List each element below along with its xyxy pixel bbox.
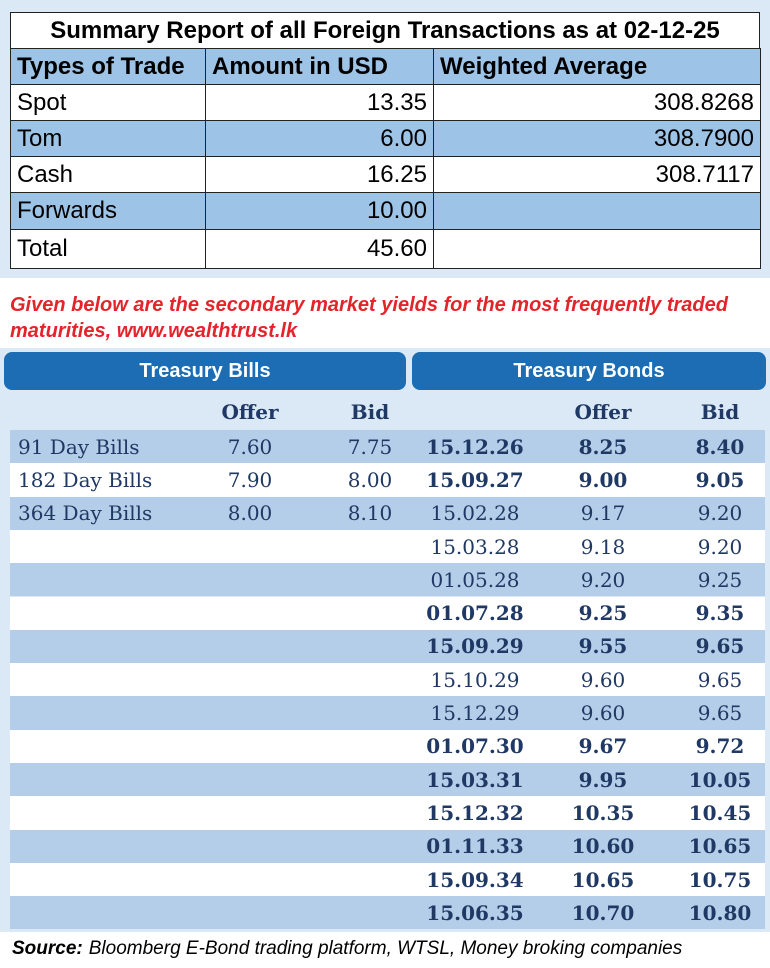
bond-maturity: 15.03.31 — [426, 767, 524, 792]
summary-cell: 6.00 — [205, 120, 434, 157]
bond-maturity: 15.09.27 — [426, 467, 524, 492]
bond-offer: 10.65 — [571, 867, 635, 892]
bond-offer: 10.60 — [571, 834, 635, 859]
row-band — [10, 729, 765, 763]
summary-cell: 13.35 — [205, 84, 434, 121]
bond-bid: 9.25 — [697, 567, 743, 592]
row-band — [10, 430, 765, 464]
bonds-header: Offer — [574, 399, 632, 424]
bond-bid: 9.35 — [695, 601, 745, 626]
bills-header: Offer — [221, 399, 279, 424]
summary-cell: Spot — [10, 84, 206, 121]
row-band — [10, 496, 765, 530]
row-band — [10, 796, 765, 830]
bills-header: Bid — [350, 399, 390, 424]
bond-bid: 9.20 — [697, 501, 743, 526]
row-band — [10, 763, 765, 797]
bond-bid: 10.05 — [688, 767, 752, 792]
note: Given below are the secondary market yie… — [10, 294, 728, 342]
row-band — [10, 896, 765, 930]
source: Source: Bloomberg E-Bond trading platform… — [12, 934, 682, 964]
summary-header: Amount in USD — [205, 48, 434, 85]
summary-cell: 10.00 — [205, 192, 434, 230]
summary-cell: 308.8268 — [433, 84, 761, 121]
summary-cell: Tom — [10, 120, 206, 157]
bond-maturity: 01.11.33 — [426, 834, 524, 859]
bill-bid: 7.75 — [347, 434, 393, 459]
bond-maturity: 15.12.32 — [426, 800, 524, 825]
bond-bid: 9.20 — [697, 534, 743, 559]
bond-bid: 10.45 — [688, 800, 752, 825]
source-text: Bloomberg E-Bond trading platform, WTSL,… — [88, 938, 683, 959]
source-label: Source: — [12, 938, 83, 959]
bond-offer: 10.70 — [571, 900, 635, 925]
summary-title: Summary Report of all Foreign Transactio… — [10, 12, 760, 49]
summary-header: Weighted Average — [433, 48, 761, 85]
bond-maturity: 01.05.28 — [430, 567, 520, 592]
bond-offer: 9.18 — [580, 534, 626, 559]
summary-cell: Forwards — [10, 192, 206, 230]
bond-offer: 9.60 — [580, 667, 626, 692]
bond-offer: 9.25 — [578, 601, 628, 626]
bonds-header: Bid — [700, 399, 740, 424]
row-band — [10, 529, 765, 564]
bond-maturity: 15.09.34 — [426, 867, 524, 892]
summary-header: Types of Trade — [10, 48, 206, 85]
bill-name: 91 Day Bills — [18, 434, 140, 459]
bond-offer: 9.95 — [578, 767, 628, 792]
bond-bid: 10.65 — [688, 834, 752, 859]
row-band — [10, 696, 765, 730]
bill-name: 364 Day Bills — [18, 501, 153, 526]
bond-offer: 9.55 — [578, 634, 628, 659]
bond-maturity: 15.12.26 — [426, 434, 524, 459]
bond-bid: 10.75 — [688, 867, 752, 892]
row-band — [10, 663, 765, 697]
bill-name: 182 Day Bills — [18, 467, 153, 492]
summary-cell — [433, 229, 761, 269]
summary-cell: 45.60 — [205, 229, 434, 269]
bill-offer: 7.90 — [227, 467, 273, 492]
bond-maturity: 15.06.35 — [426, 900, 524, 925]
bond-offer: 9.60 — [580, 701, 626, 726]
bond-offer: 10.35 — [571, 800, 635, 825]
bond-offer: 9.00 — [578, 467, 628, 492]
bond-bid: 8.40 — [695, 434, 745, 459]
bond-bid: 9.65 — [695, 634, 745, 659]
row-band — [10, 862, 765, 897]
summary-cell: Total — [10, 229, 206, 269]
bill-offer: 8.00 — [227, 501, 273, 526]
bond-maturity: 15.10.29 — [430, 667, 520, 692]
bond-maturity: 15.02.28 — [430, 501, 520, 526]
bond-bid: 9.65 — [697, 667, 743, 692]
row-band — [10, 629, 765, 664]
summary-cell: Cash — [10, 156, 206, 193]
bond-bid: 9.05 — [695, 467, 745, 492]
bond-maturity: 15.03.28 — [430, 534, 520, 559]
bond-maturity: 15.09.29 — [426, 634, 524, 659]
summary-cell: 308.7117 — [433, 156, 761, 193]
bond-offer: 8.25 — [578, 434, 628, 459]
summary-cell: 16.25 — [205, 156, 434, 193]
bill-bid: 8.10 — [347, 501, 393, 526]
summary-cell — [433, 192, 761, 230]
row-band — [10, 829, 765, 863]
row-band — [10, 463, 765, 497]
bonds-title: Treasury Bonds — [412, 352, 766, 390]
bond-offer: 9.20 — [580, 567, 626, 592]
bond-maturity: 01.07.30 — [426, 734, 524, 759]
bond-bid: 10.80 — [688, 900, 752, 925]
bills-title: Treasury Bills — [4, 352, 406, 390]
row-band — [10, 563, 765, 597]
bond-maturity: 01.07.28 — [426, 601, 524, 626]
bond-maturity: 15.12.29 — [430, 701, 520, 726]
bond-offer: 9.17 — [580, 501, 626, 526]
row-band — [10, 596, 765, 630]
bill-bid: 8.00 — [347, 467, 393, 492]
bond-bid: 9.65 — [697, 701, 743, 726]
bond-offer: 9.67 — [578, 734, 628, 759]
bond-bid: 9.72 — [695, 734, 745, 759]
summary-cell: 308.7900 — [433, 120, 761, 157]
bill-offer: 7.60 — [227, 434, 273, 459]
